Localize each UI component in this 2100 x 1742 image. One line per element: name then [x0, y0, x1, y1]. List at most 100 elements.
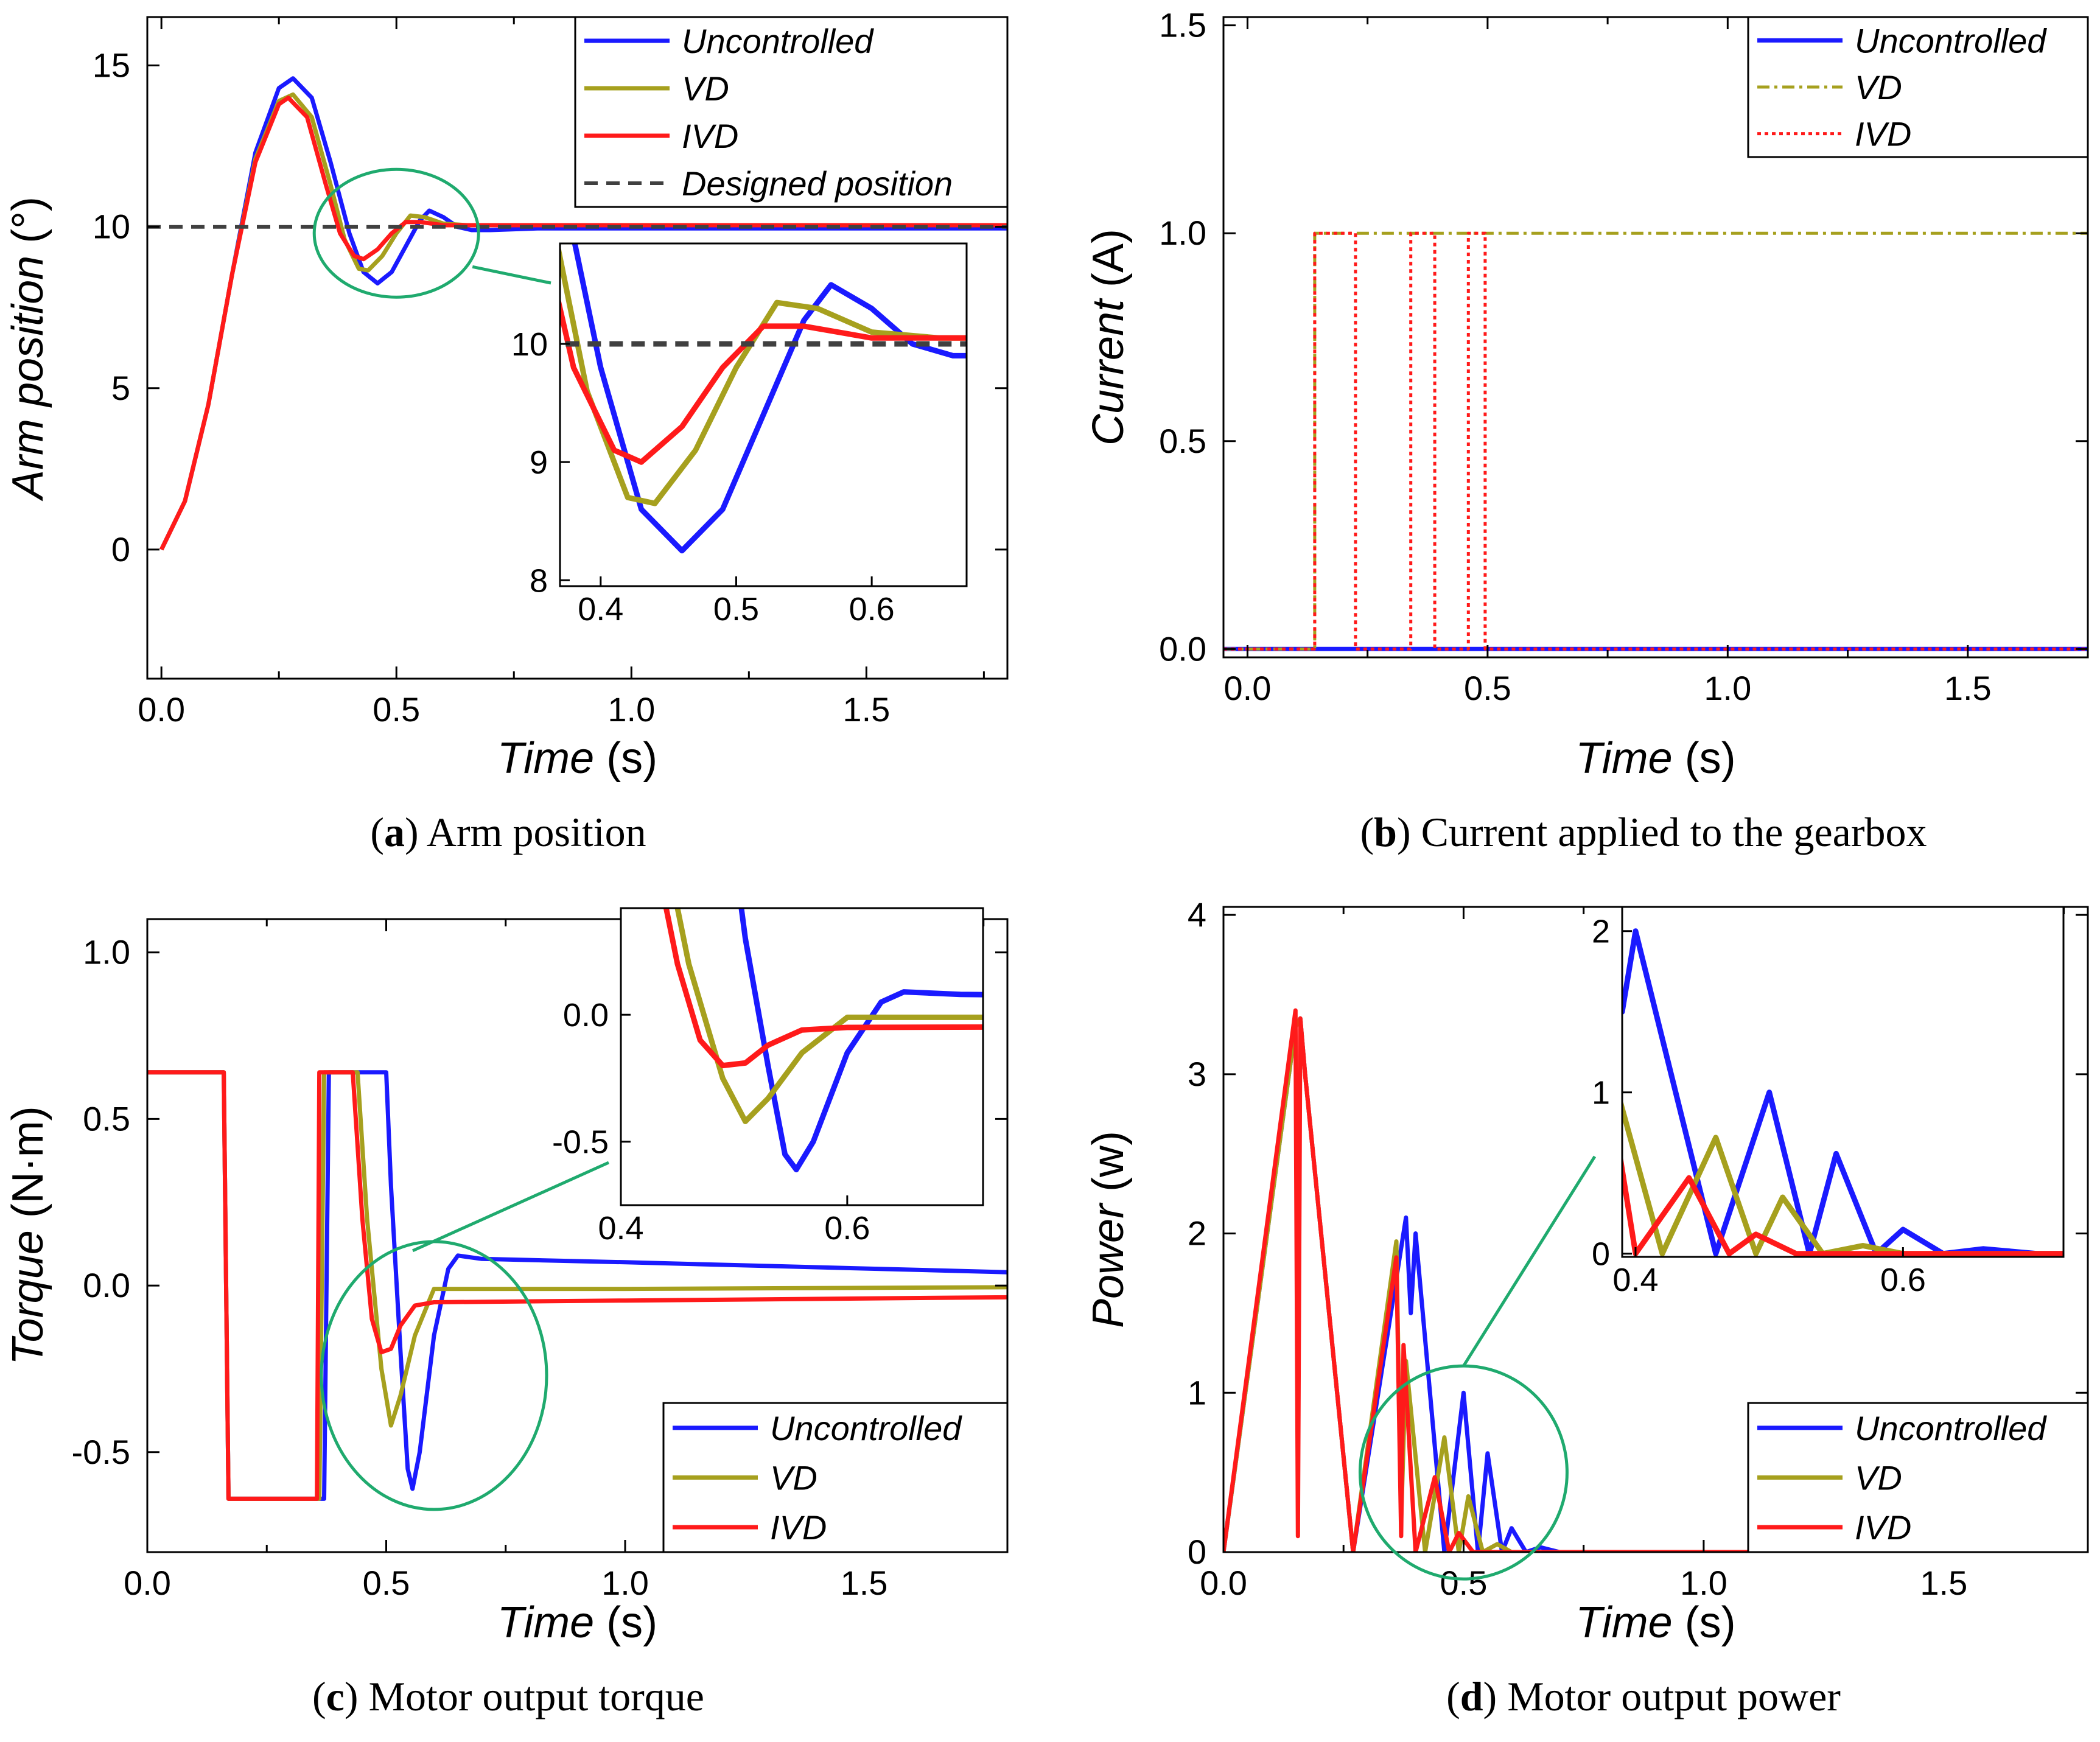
panel-d-legend-label-ivd: IVD	[1855, 1508, 1911, 1547]
panel-d-inset-y-tick-label: 2	[1592, 914, 1610, 950]
panel-a-inset-x-tick-label: 0.5	[713, 591, 759, 628]
panel-d-inset-y-tick-label: 0	[1592, 1236, 1610, 1273]
panel-a-zoom-connector	[472, 265, 551, 285]
panel-a-x-tick-label: 0.0	[138, 690, 185, 729]
panel-b-y-axis-label-name: Current	[1084, 298, 1133, 446]
panel-b-plot-frame	[1222, 16, 2089, 659]
panel-a-legend-label-ivd: IVD	[682, 117, 738, 155]
panel-b-caption: (b) Current applied to the gearbox	[1360, 809, 1927, 855]
panel-c-inset-x-tick-label: 0.4	[598, 1210, 643, 1247]
panel-c-x-axis-label-unit: (s)	[594, 1598, 657, 1647]
panel-b-x-axis-label-unit: (s)	[1673, 734, 1736, 783]
panel-d-y-axis-label: Power (w)	[1084, 1131, 1133, 1328]
panel-c-y-tick-label: 0.5	[83, 1099, 130, 1138]
panel-c-caption-text: ) Motor output torque	[345, 1673, 704, 1719]
panel-d-caption-open: (	[1446, 1673, 1460, 1719]
panel-c-zoom-connector	[411, 1161, 610, 1253]
panel-a-y-tick-label: 15	[93, 46, 130, 85]
panel-c-y-tick-label: -0.5	[72, 1433, 131, 1471]
panel-c-inset-series-vd	[674, 908, 983, 1124]
panel-c-x-tick-label: 0.0	[124, 1564, 171, 1602]
panel-d-inset-series-group	[1622, 928, 2063, 1257]
panel-a-y-tick-label: 0	[111, 530, 130, 568]
panel-c-y-axis-label: Torque (N·m)	[4, 1106, 52, 1365]
panel-b-x-tick-label: 1.0	[1704, 669, 1751, 707]
panel-d-y-tick-label: 3	[1188, 1055, 1206, 1093]
panel-d-legend: Uncontrolled VD IVD	[1747, 1402, 2089, 1553]
panel-b-y-tick-label: 1.0	[1159, 214, 1206, 252]
panel-d-inset: 0.4 0.6 0 1 2	[1592, 906, 2065, 1298]
panel-d-legend-label-vd: VD	[1855, 1459, 1902, 1497]
panel-d-x-tick-label: 0.0	[1200, 1564, 1247, 1602]
panel-d-x-axis-label-name: Time	[1575, 1598, 1672, 1647]
panel-c-x-tick-label: 0.5	[363, 1564, 410, 1602]
panel-d-inset-y-tick-label: 1	[1592, 1075, 1610, 1111]
panel-d-inset-x-tick-label: 0.4	[1612, 1262, 1658, 1298]
panel-b-caption-letter: b	[1374, 809, 1397, 855]
panel-b-y-axis-label-unit: (A)	[1084, 229, 1133, 299]
panel-d-caption-letter: d	[1460, 1673, 1483, 1719]
panel-c-x-tick-label: 1.0	[601, 1564, 649, 1602]
panel-d-x-axis-label-unit: (s)	[1673, 1598, 1736, 1647]
panel-b-legend-label-uncontrolled: Uncontrolled	[1855, 21, 2047, 60]
panel-a-inset-series-uncontrolled	[572, 243, 967, 554]
panel-c-plot-frame	[146, 918, 1009, 1553]
panel-c-legend-label-ivd: IVD	[770, 1508, 827, 1547]
panel-a-caption-open: (	[370, 809, 384, 855]
panel-c-y-tick-label: 1.0	[83, 933, 130, 971]
panel-a-x-axis-label-unit: (s)	[594, 734, 657, 783]
panel-a-legend-box	[574, 16, 1009, 208]
panel-a-x-tick-label: 0.5	[373, 690, 420, 729]
panel-a-legend-label-vd: VD	[682, 69, 729, 108]
panel-a-inset-series-group	[560, 243, 967, 554]
panel-c-caption-letter: c	[326, 1673, 345, 1719]
panel-d-caption: (d) Motor output power	[1446, 1673, 1841, 1719]
panel-c-legend: Uncontrolled VD IVD	[662, 1402, 1009, 1553]
panel-d-y-tick-label: 4	[1188, 895, 1206, 934]
panel-a-caption-letter: a	[384, 809, 405, 855]
panel-c-x-axis-label: Time (s)	[497, 1598, 657, 1647]
panel-d-inset-bg	[1622, 907, 2063, 1257]
panel-a-y-axis-label-name: Arm position	[4, 256, 52, 502]
panel-c-legend-label-uncontrolled: Uncontrolled	[770, 1409, 962, 1447]
panel-d-y-axis-label-unit: (w)	[1084, 1131, 1133, 1204]
panel-a-inset-series-ivd	[560, 296, 967, 465]
panel-a-x-tick-label: 1.5	[842, 690, 890, 729]
panel-a-legend-label-uncontrolled: Uncontrolled	[682, 22, 874, 60]
panel-c-x-tick-label: 1.5	[841, 1564, 888, 1602]
panel-d-inset-series-vd	[1622, 1098, 2063, 1257]
panel-a-inset-y-tick-label: 10	[511, 326, 548, 363]
panel-b-series-vd	[1223, 231, 2088, 651]
panel-d-x-axis-label: Time (s)	[1575, 1598, 1735, 1647]
panel-a-y-axis-label: Arm position (°)	[4, 197, 52, 502]
panel-d-x-tick-label: 1.0	[1680, 1564, 1727, 1602]
panel-d-y-axis-label-name: Power	[1084, 1202, 1133, 1328]
panel-d-inset-series-ivd	[1622, 1152, 2063, 1257]
panel-c-y-tick-label: 0.0	[83, 1266, 130, 1304]
panel-a-y-axis-label-unit: (°)	[4, 197, 52, 256]
panel-b-x-tick-label: 0.5	[1464, 669, 1511, 707]
panel-a-inset-y-tick-label: 8	[530, 562, 548, 599]
panel-b-series-group	[1223, 231, 2088, 651]
panel-d: 0.0 0.5 1.0 1.5 0 1 2 3 4 Time (s) Power (w) (d) Mo…	[1084, 895, 2089, 1719]
panel-b-legend-label-vd: VD	[1855, 68, 1902, 107]
panel-a-x-axis-label-name: Time	[497, 734, 594, 783]
panel-a-y-tick-label: 10	[93, 208, 130, 246]
panel-b-y-tick-label: 0.0	[1159, 629, 1206, 668]
panel-c-series-ivd	[147, 1070, 1007, 1501]
panel-c-caption-open: (	[312, 1673, 326, 1719]
panel-b-legend: Uncontrolled VD IVD	[1747, 16, 2089, 158]
panel-b: 0.0 0.5 1.0 1.5 0.0 0.5 1.0 1.5 Time (s) Current …	[1084, 6, 2089, 855]
panel-c-inset: 0.4 0.6 -0.5 0.0	[552, 907, 984, 1247]
panel-a-zoom-circle	[312, 167, 480, 299]
panel-a-x-tick-label: 1.0	[607, 690, 655, 729]
panel-c-legend-label-vd: VD	[770, 1459, 817, 1497]
panel-c-inset-y-tick-label: -0.5	[552, 1124, 609, 1161]
panel-c-y-axis-label-unit: (N·m)	[4, 1106, 52, 1230]
panel-a-inset-x-tick-label: 0.6	[849, 591, 895, 628]
panel-c-y-axis-label-name: Torque	[4, 1230, 52, 1365]
panel-b-x-axis-label: Time (s)	[1575, 734, 1735, 783]
panel-d-y-tick-label: 1	[1188, 1373, 1206, 1411]
